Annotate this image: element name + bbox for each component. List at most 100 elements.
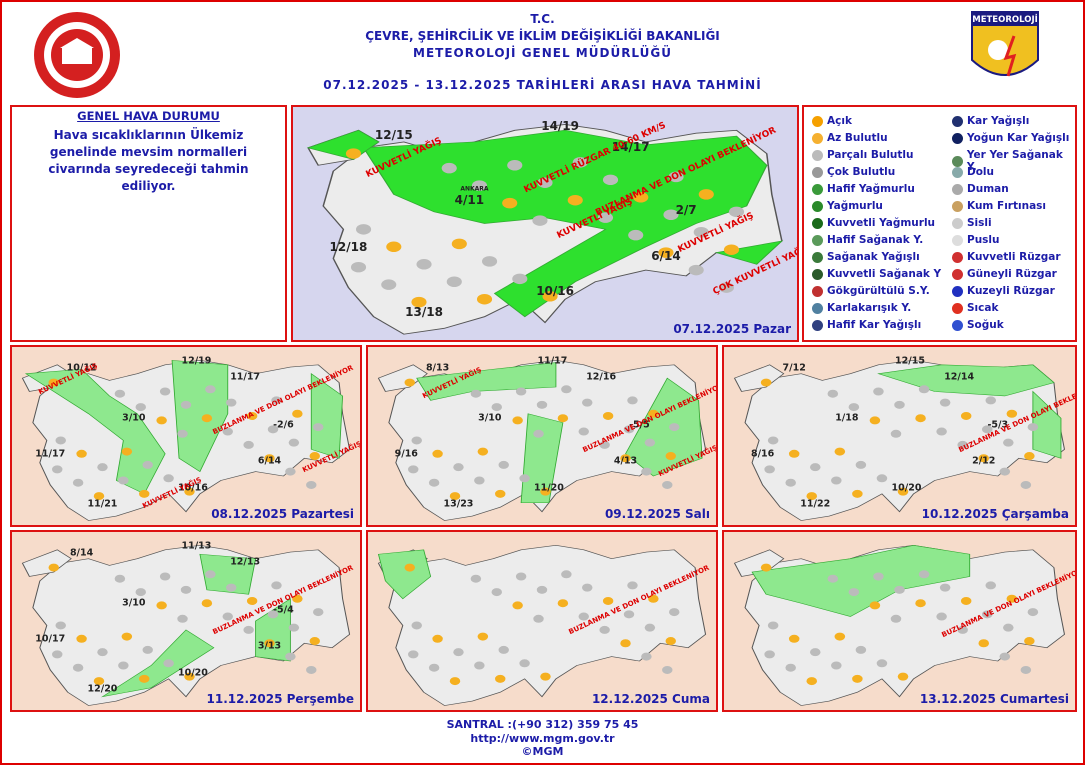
forecast-map: 10/12 12/19 11/17 3/10 -2/6 11/17 6/14 10/16 11/… (10, 345, 362, 527)
legend-item: Puslu (952, 234, 1000, 246)
weather-icon (156, 601, 167, 610)
precip-area (520, 413, 564, 504)
weather-icon (306, 480, 317, 489)
forecast-map: 12/15 14/19 14/17 4/11 2/7 12/18 6/14 10/16 13/1… (291, 105, 799, 342)
weather-icon (978, 639, 990, 648)
weather-icon (981, 425, 993, 434)
precip-area (24, 368, 166, 495)
weather-icon (313, 608, 324, 617)
weather-icon (764, 650, 775, 659)
legend-icon (812, 217, 823, 229)
legend-item: Karlakarışık Y. (812, 302, 911, 314)
legend-label: Çok Bulutlu (827, 166, 896, 178)
weather-icon (416, 259, 432, 270)
weather-icon (205, 385, 216, 394)
weather-icon (159, 572, 171, 581)
weather-icon (243, 440, 254, 449)
legend-item: Sisli (952, 217, 992, 229)
weather-icon (897, 672, 909, 681)
legend-item: Hafif Yağmurlu (812, 183, 915, 195)
weather-icon (502, 197, 518, 209)
weather-icon (785, 663, 796, 672)
weather-icon (470, 389, 482, 398)
legend-label: Sıcak (967, 302, 999, 314)
weather-icon (633, 192, 649, 203)
temperature: 6/14 (651, 249, 681, 264)
weather-icon (356, 224, 372, 235)
temperature: 2/7 (675, 202, 697, 217)
weather-icon (264, 454, 275, 463)
weather-icon (873, 387, 884, 396)
precip-area (751, 545, 971, 617)
general-box: GENEL HAVA DURUMU Hava sıcaklıklarının Ü… (10, 105, 287, 342)
weather-icon (474, 476, 485, 485)
weather-icon (449, 677, 461, 686)
temperature: 11/22 (800, 498, 831, 510)
weather-icon (222, 612, 233, 621)
weather-icon (918, 570, 930, 579)
weather-icon (180, 400, 192, 409)
weather-icon (491, 403, 502, 412)
weather-icon (97, 648, 108, 657)
weather-icon (519, 659, 530, 668)
weather-icon (411, 621, 422, 630)
map-svg (377, 360, 707, 521)
weather-icon (285, 652, 296, 661)
map-svg (733, 545, 1066, 706)
legend-icon (952, 155, 963, 167)
weather-icon (121, 632, 133, 641)
legend-item: Sağanak Yağışlı (812, 251, 920, 263)
weather-icon (495, 489, 506, 498)
weather-icon (567, 194, 583, 206)
weather-icon (894, 400, 905, 409)
legend-label: Kar Yağışlı (967, 115, 1030, 127)
weather-icon (471, 180, 488, 191)
weather-icon (491, 588, 502, 597)
weather-icon (848, 588, 860, 597)
weather-icon (957, 440, 968, 449)
legend-label: Kuzeyli Rüzgar (967, 285, 1055, 297)
temperature: 12/15 (374, 127, 413, 142)
legend-icon (952, 251, 963, 263)
weather-icon (999, 652, 1011, 661)
weather-icon (894, 585, 905, 594)
header-line: METEOROLOJİ GENEL MÜDÜRLÜĞÜ (413, 46, 672, 60)
weather-icon (876, 474, 888, 483)
weather-icon (641, 652, 652, 661)
temperature: 3/13 (257, 640, 282, 652)
weather-icon (665, 452, 676, 461)
legend-label: Sisli (967, 217, 992, 229)
temperature: 12/16 (586, 371, 617, 383)
weather-icon (121, 447, 133, 456)
precip-area (306, 129, 380, 160)
weather-icon (512, 416, 523, 425)
weather-icon (644, 623, 656, 632)
weather-icon (788, 449, 800, 458)
weather-icon (201, 414, 213, 423)
temperature: 12/13 (230, 556, 261, 568)
precip-area (877, 364, 1055, 397)
legend-icon (952, 302, 963, 314)
precip-area (377, 549, 432, 600)
weather-icon (201, 599, 213, 608)
legend-item: Kar Yağışlı (952, 115, 1029, 127)
weather-icon (572, 157, 588, 168)
weather-icon (806, 677, 818, 686)
legend-icon (952, 234, 963, 246)
weather-icon (159, 387, 171, 396)
weather-icon (142, 645, 153, 654)
weather-icon (985, 396, 997, 405)
weather-icon (48, 563, 59, 572)
weather-icon (288, 438, 300, 447)
weather-icon (386, 241, 402, 253)
legend-icon (812, 200, 823, 212)
weather-icon (936, 612, 947, 621)
weather-icon (855, 460, 867, 469)
map-date: 08.12.2025 Pazartesi (211, 507, 354, 521)
weather-icon (834, 447, 846, 456)
land (733, 549, 785, 577)
forecast-map: BUZLANMA VE DON OLAYI BEKLENİYOR 12.12.20… (366, 530, 718, 712)
precip-area (714, 240, 784, 265)
weather-icon (827, 574, 839, 583)
legend-item: Parçalı Bulutlu (812, 149, 914, 161)
